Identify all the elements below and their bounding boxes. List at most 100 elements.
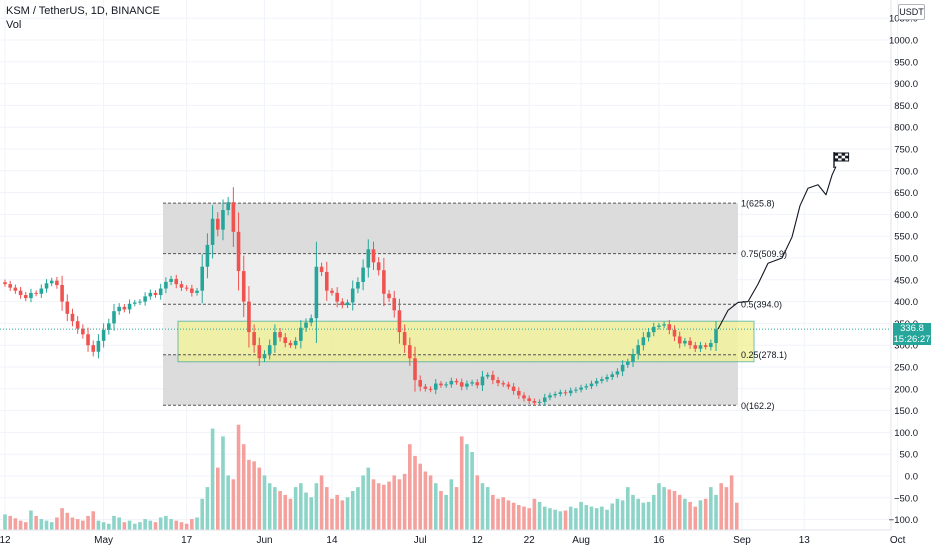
candle-body xyxy=(335,292,339,302)
candle-body xyxy=(75,321,80,329)
candle-body xyxy=(480,376,485,386)
price-axis[interactable]: 1050.01000.0950.0900.0850.0800.0750.0700… xyxy=(889,14,918,526)
volume-bar xyxy=(273,487,277,530)
candle-body xyxy=(190,288,194,293)
volume-bar xyxy=(667,489,672,530)
candle-body xyxy=(39,288,44,294)
volume-bar xyxy=(382,484,386,530)
time-tick-label: Sep xyxy=(733,535,751,546)
volume-bar xyxy=(672,491,677,530)
volume-bar xyxy=(309,497,314,530)
volume-bar xyxy=(600,506,604,530)
volume-bar xyxy=(210,428,215,530)
candle-body xyxy=(340,301,345,306)
volume-bar xyxy=(511,502,516,530)
volume-bar xyxy=(584,505,589,530)
candle-body xyxy=(138,301,142,303)
price-tick-label: 250.0 xyxy=(894,363,918,374)
candle-body xyxy=(330,290,334,293)
candle-body xyxy=(169,278,173,282)
candle-body xyxy=(693,345,698,349)
price-tick-label: 400.0 xyxy=(894,297,918,308)
volume-bar xyxy=(553,509,557,530)
price-tick-label: 100.0 xyxy=(894,428,918,439)
candle-body xyxy=(402,332,407,346)
candle-body xyxy=(517,390,521,396)
candle-body xyxy=(584,386,589,388)
volume-bar xyxy=(485,487,490,530)
price-projection[interactable] xyxy=(717,152,850,330)
time-tick-label: Jun xyxy=(256,535,272,546)
price-tick-label: 850.0 xyxy=(894,101,918,112)
volume-bar xyxy=(13,518,18,530)
candle-body xyxy=(631,353,635,362)
candle-body xyxy=(651,326,656,333)
volume-bar xyxy=(470,452,474,530)
volume-bar xyxy=(164,515,168,530)
candle-body xyxy=(112,311,116,324)
volume-bar xyxy=(589,506,594,530)
fib-level-label: 1(625.8) xyxy=(741,199,775,209)
candle-body xyxy=(143,296,147,302)
candle-body xyxy=(107,323,111,330)
volume-bar xyxy=(8,515,12,530)
candle-body xyxy=(620,364,625,372)
candle-body xyxy=(449,380,454,385)
fibonacci-retracement[interactable]: 1(625.8) 0.75(509.9) 0.5(394.0) 0.25(278.1)… xyxy=(163,199,787,411)
volume-bar xyxy=(392,475,397,530)
volume-bar xyxy=(112,515,116,530)
candle-body xyxy=(247,301,251,333)
fib-level-label: 0.75(509.9) xyxy=(741,249,787,259)
fib-level-label: 0(162.2) xyxy=(741,401,775,411)
price-tick-label: 500.0 xyxy=(894,254,918,265)
candlesticks xyxy=(0,187,891,406)
flag-icon[interactable] xyxy=(833,152,850,168)
fib-level-label: 0.5(394.0) xyxy=(741,300,782,310)
volume-bar xyxy=(693,506,698,530)
candle-body xyxy=(387,293,391,299)
volume-bar xyxy=(39,519,44,530)
candle-body xyxy=(698,345,703,349)
candle-body xyxy=(714,329,718,344)
price-tick-label: 800.0 xyxy=(894,123,918,134)
volume-bar xyxy=(714,494,718,530)
volume-bar xyxy=(449,479,454,530)
volume-bar xyxy=(423,471,428,530)
volume-bar xyxy=(143,519,147,530)
volume-bar xyxy=(542,506,547,530)
volume-bar xyxy=(148,520,153,530)
time-tick-label: 14 xyxy=(326,535,338,546)
volume-bar xyxy=(117,517,121,530)
candle-body xyxy=(574,389,578,391)
volume-bar xyxy=(231,479,236,530)
candle-body xyxy=(563,392,568,394)
candle-body xyxy=(459,382,464,387)
price-tick-label: 900.0 xyxy=(894,79,918,90)
volume-bar xyxy=(221,436,225,530)
candle-body xyxy=(179,284,184,288)
volume-bar xyxy=(195,517,199,530)
volume-bar xyxy=(278,491,282,530)
candle-body xyxy=(470,382,474,384)
candle-body xyxy=(122,306,127,310)
volume-bar xyxy=(568,506,573,530)
time-axis[interactable]: 12May17Jun14Jul1222Aug16Sep13OctNov xyxy=(0,535,932,546)
volume-bar xyxy=(506,500,511,530)
volume-bar xyxy=(335,494,339,530)
candle-body xyxy=(605,377,609,380)
candle-body xyxy=(319,266,324,272)
time-tick-label: 12 xyxy=(0,535,11,546)
volume-bar xyxy=(574,508,578,530)
price-tick-label: 950.0 xyxy=(894,57,918,68)
candle-body xyxy=(200,266,205,291)
candle-body xyxy=(615,371,620,375)
volume-bar xyxy=(719,483,724,530)
currency-badge[interactable]: USDT xyxy=(898,4,925,20)
volume-bar xyxy=(537,501,542,530)
price-tick-label: 700.0 xyxy=(894,166,918,177)
candle-body xyxy=(465,383,469,387)
volume-bar xyxy=(215,467,220,530)
volume-bar xyxy=(480,483,485,530)
volume-bar xyxy=(491,494,495,530)
